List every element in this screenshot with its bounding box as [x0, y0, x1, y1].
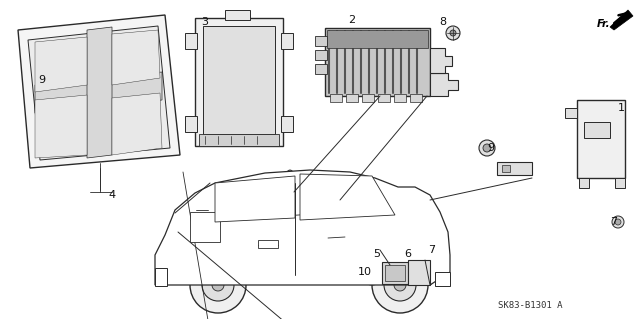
Circle shape	[384, 269, 416, 301]
Circle shape	[186, 36, 196, 46]
Circle shape	[367, 270, 377, 280]
Polygon shape	[35, 72, 162, 113]
Polygon shape	[155, 170, 450, 285]
Polygon shape	[215, 176, 295, 222]
Polygon shape	[87, 27, 112, 158]
Circle shape	[94, 86, 104, 96]
Text: 9: 9	[38, 75, 45, 85]
Bar	[195, 18, 283, 146]
Circle shape	[38, 148, 46, 156]
Text: 1: 1	[618, 103, 625, 113]
Circle shape	[33, 38, 51, 56]
Polygon shape	[430, 73, 458, 96]
Text: SK83-B1301 A: SK83-B1301 A	[498, 300, 563, 309]
Polygon shape	[28, 26, 170, 160]
Bar	[502, 165, 510, 172]
Bar	[315, 36, 327, 46]
Circle shape	[38, 74, 46, 82]
Bar	[225, 10, 250, 20]
Circle shape	[143, 25, 161, 43]
Circle shape	[612, 216, 624, 228]
Circle shape	[372, 257, 428, 313]
Bar	[315, 50, 327, 60]
Polygon shape	[112, 30, 160, 85]
Text: 7: 7	[428, 245, 436, 255]
Circle shape	[190, 257, 246, 313]
Polygon shape	[430, 48, 452, 73]
Polygon shape	[35, 37, 87, 92]
Circle shape	[143, 133, 161, 151]
Bar	[615, 178, 625, 188]
Circle shape	[148, 138, 156, 146]
Circle shape	[483, 144, 491, 152]
Polygon shape	[112, 93, 162, 155]
Bar	[378, 94, 390, 102]
Circle shape	[394, 279, 406, 291]
Text: 5: 5	[374, 249, 381, 259]
Circle shape	[287, 170, 293, 176]
Polygon shape	[610, 10, 633, 30]
Circle shape	[424, 237, 436, 249]
Text: 4: 4	[108, 190, 116, 200]
Bar	[362, 94, 374, 102]
Polygon shape	[300, 174, 395, 220]
Bar	[190, 212, 220, 242]
Bar	[330, 94, 342, 102]
Circle shape	[450, 30, 456, 36]
Polygon shape	[35, 95, 87, 158]
Text: 2: 2	[348, 15, 356, 25]
Bar	[281, 116, 293, 132]
Bar	[281, 33, 293, 49]
Bar	[584, 122, 610, 138]
Circle shape	[89, 81, 109, 101]
Circle shape	[362, 265, 382, 285]
Text: 3: 3	[202, 17, 209, 27]
Circle shape	[446, 26, 460, 40]
Circle shape	[212, 279, 224, 291]
Bar	[410, 94, 422, 102]
Bar	[185, 116, 197, 132]
Circle shape	[615, 219, 621, 225]
Circle shape	[581, 180, 587, 186]
Circle shape	[148, 30, 156, 38]
Bar	[435, 272, 450, 286]
Circle shape	[282, 119, 292, 129]
Bar	[203, 26, 275, 134]
Bar	[258, 240, 278, 248]
Bar	[325, 28, 430, 96]
Polygon shape	[18, 15, 180, 168]
Circle shape	[233, 11, 241, 19]
Bar	[199, 134, 279, 146]
Circle shape	[567, 109, 575, 117]
Bar	[408, 260, 430, 285]
Polygon shape	[565, 108, 577, 118]
Bar	[577, 100, 625, 178]
Bar	[346, 94, 358, 102]
Circle shape	[34, 70, 50, 86]
Circle shape	[617, 180, 623, 186]
Text: 8: 8	[440, 17, 447, 27]
Text: 6: 6	[404, 249, 412, 259]
Circle shape	[186, 119, 196, 129]
Circle shape	[38, 43, 46, 51]
Text: Fr.: Fr.	[597, 19, 611, 29]
Bar	[579, 178, 589, 188]
Text: 10: 10	[358, 267, 372, 277]
Bar	[497, 162, 532, 175]
Bar	[155, 268, 167, 286]
Text: 9: 9	[488, 143, 495, 153]
Bar	[394, 94, 406, 102]
Bar	[185, 33, 197, 49]
Circle shape	[479, 140, 495, 156]
Text: 7: 7	[611, 217, 618, 227]
Circle shape	[33, 143, 51, 161]
Bar	[315, 64, 327, 74]
Circle shape	[202, 269, 234, 301]
Circle shape	[233, 69, 249, 85]
Circle shape	[427, 240, 433, 246]
Bar	[385, 265, 405, 281]
Circle shape	[282, 36, 292, 46]
Bar	[382, 262, 408, 284]
Bar	[327, 30, 428, 48]
